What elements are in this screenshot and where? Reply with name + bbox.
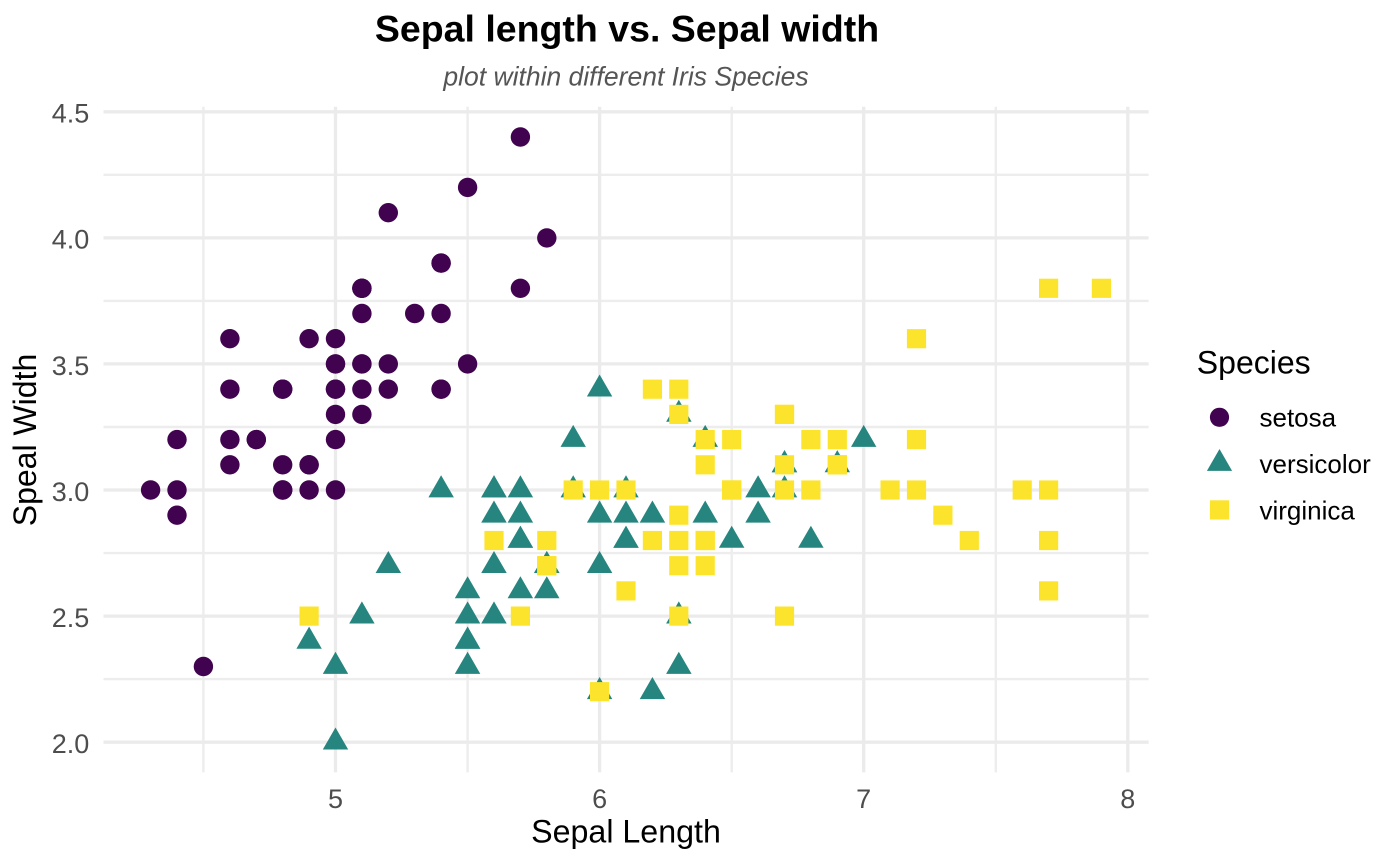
svg-text:Sepal length vs. Sepal width: Sepal length vs. Sepal width bbox=[375, 8, 879, 50]
svg-text:virginica: virginica bbox=[1260, 495, 1356, 525]
svg-text:4.5: 4.5 bbox=[52, 99, 90, 129]
svg-text:setosa: setosa bbox=[1260, 403, 1337, 433]
svg-text:plot within different Iris Spe: plot within different Iris Species bbox=[442, 61, 808, 91]
svg-text:2.5: 2.5 bbox=[52, 603, 90, 633]
svg-text:2.0: 2.0 bbox=[52, 729, 90, 759]
svg-text:Sepal Length: Sepal Length bbox=[531, 813, 721, 849]
svg-text:versicolor: versicolor bbox=[1260, 449, 1372, 479]
svg-text:5: 5 bbox=[328, 784, 343, 814]
svg-text:3.5: 3.5 bbox=[52, 351, 90, 381]
svg-text:3.0: 3.0 bbox=[52, 477, 90, 507]
svg-text:7: 7 bbox=[856, 784, 871, 814]
svg-text:8: 8 bbox=[1120, 784, 1135, 814]
svg-text:Species: Species bbox=[1197, 345, 1311, 381]
svg-text:Speal Width: Speal Width bbox=[7, 354, 43, 527]
svg-text:6: 6 bbox=[592, 784, 607, 814]
svg-text:4.0: 4.0 bbox=[52, 225, 90, 255]
